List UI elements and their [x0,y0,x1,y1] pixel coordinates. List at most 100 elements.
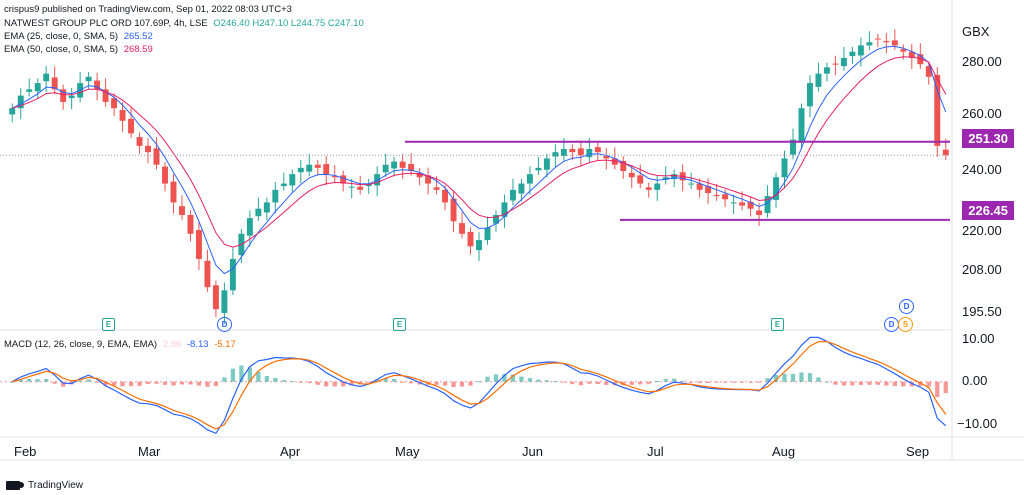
macd-histogram-bar [375,379,380,382]
macd-histogram-bar [570,381,575,385]
candle-body [611,158,618,165]
candle-body [195,230,202,259]
dividend-event-icon[interactable]: D [899,299,914,314]
candle-body [297,167,304,173]
candle-body [696,183,703,190]
macd-histogram-bar [646,381,651,384]
month-label: Feb [14,444,37,459]
candle-body [543,158,550,170]
macd-histogram-bar [587,381,592,384]
macd-histogram-bar [27,378,32,382]
candle-body [280,183,287,187]
macd-histogram-bar [290,380,295,382]
candle-body [586,149,593,158]
macd-histogram-bar [383,378,388,382]
candle-body [111,98,118,109]
ema25-legend[interactable]: EMA (25, close, 0, SMA, 5) 265.52 [4,31,156,42]
candle-body [569,149,576,153]
macd-hist-value: 2.96 [162,339,182,350]
dividend-event-icon[interactable]: D [884,317,899,332]
candle-body [289,174,296,186]
candle-body [730,202,737,204]
macd-tick: 0.00 [962,373,988,388]
macd-histogram-bar [697,381,702,384]
macd-histogram-bar [867,381,872,385]
candle-body [501,202,508,217]
candle-body [722,194,729,200]
candle-body [467,231,474,247]
macd-histogram-bar [926,381,931,387]
macd-value: -8.13 [186,339,209,350]
macd-histogram-bar [128,381,134,387]
tradingview-logo[interactable]: TradingView [6,480,83,491]
macd-histogram-bar [884,381,889,386]
symbol-title: NATWEST GROUP PLC ORD 107.69P, 4h, LSE [4,18,208,29]
macd-histogram-bar [841,381,847,386]
candle-body [119,110,126,121]
macd-histogram-bar [247,367,252,382]
macd-histogram-bar [689,381,694,383]
month-label: May [395,444,420,459]
resistance-price-tag: 251.30 [962,129,1014,148]
dividend-event-icon[interactable]: D [217,317,232,332]
macd-histogram-bar [553,381,558,383]
macd-legend[interactable]: MACD (12, 26, close, 9, EMA, EMA) 2.96 -… [4,339,239,350]
macd-histogram-bar [833,381,838,385]
macd-histogram-bar [442,381,448,386]
candle-body [535,167,542,171]
candle-body [221,290,228,313]
macd-histogram-bar [264,376,269,382]
candle-body [823,67,830,74]
candle-body [51,77,58,90]
candle-body [594,147,601,153]
ema25-value: 265.52 [123,31,153,42]
candle-body [399,161,406,168]
candle-body [552,152,559,157]
macd-histogram-bar [349,381,354,386]
candle-body [925,66,932,77]
macd-histogram-bar [595,381,600,385]
macd-tick: 10.00 [962,331,995,346]
candle-body [764,196,771,214]
ema25-label: EMA (25, close, 0, SMA, 5) [4,31,119,42]
candle-body [34,83,41,92]
macd-histogram-bar [765,378,770,382]
candle-body [773,177,779,200]
macd-histogram-bar [799,372,804,382]
ema50-legend[interactable]: EMA (50, close, 0, SMA, 5) 268.59 [4,44,156,55]
macd-histogram-bar [230,368,236,382]
macd-histogram-bar [722,381,728,383]
macd-histogram-bar [782,373,787,382]
candle-body [145,145,151,153]
candle-body [518,183,525,194]
macd-histogram-bar [239,365,244,382]
split-event-icon[interactable]: S [898,317,913,332]
candle-body [229,258,236,291]
candle-body [17,95,24,109]
earnings-event-icon[interactable]: E [393,318,406,331]
candle-body [85,76,92,82]
macd-histogram-bar [94,381,100,383]
candle-body [357,186,364,190]
macd-histogram-bar [629,381,634,385]
support-price-tag: 226.45 [962,201,1014,220]
candle-body [603,155,610,159]
earnings-event-icon[interactable]: E [102,318,115,331]
candle-body [662,177,669,180]
candle-body [9,108,16,115]
macd-histogram-bar [756,381,762,383]
macd-histogram-bar [145,381,151,385]
candle-body [781,158,788,178]
macd-histogram-bar [451,381,456,388]
earnings-event-icon[interactable]: E [771,318,784,331]
macd-histogram-bar [773,374,779,382]
candle-body [416,172,423,178]
symbol-legend[interactable]: NATWEST GROUP PLC ORD 107.69P, 4h, LSE O… [4,18,367,29]
macd-histogram-bar [408,381,414,384]
candle-body [179,206,185,215]
candle-body [459,223,465,234]
candle-body [917,54,924,65]
macd-histogram-bar [672,378,677,382]
candle-body [688,183,695,185]
